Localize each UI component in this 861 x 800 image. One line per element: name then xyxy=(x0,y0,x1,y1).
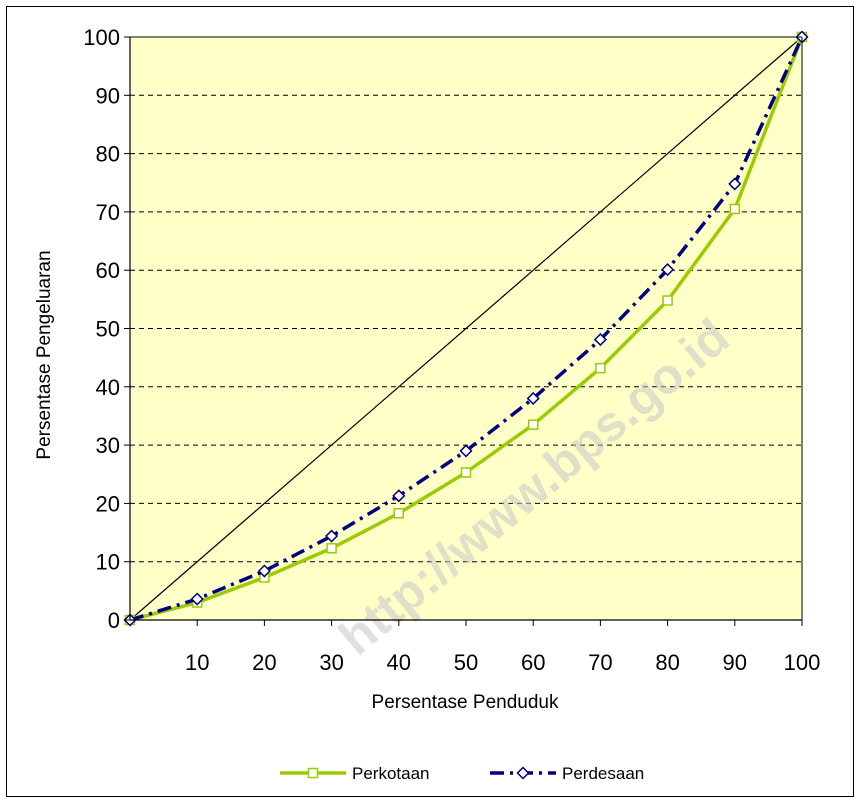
data-point-square xyxy=(729,203,741,215)
x-tick-label: 50 xyxy=(454,650,478,675)
data-point-diamond xyxy=(593,333,607,347)
data-point-square xyxy=(662,295,673,306)
data-point-square xyxy=(393,508,405,519)
x-tick-label: 90 xyxy=(723,650,747,675)
axes xyxy=(124,36,803,626)
x-tick-label: 100 xyxy=(784,650,821,675)
data-point-diamond xyxy=(459,444,473,458)
y-tick-label: 0 xyxy=(108,608,120,633)
x-tick-label: 40 xyxy=(387,650,411,675)
x-tick-label: 30 xyxy=(319,650,343,675)
x-tick-label: 80 xyxy=(655,650,679,675)
data-point-diamond xyxy=(257,564,271,578)
data-point-diamond xyxy=(190,592,204,606)
legend-marker-square xyxy=(307,767,319,779)
data-point-square xyxy=(326,543,337,554)
equality-line xyxy=(129,36,803,621)
x-tick-label: 60 xyxy=(521,650,545,675)
data-point-diamond xyxy=(526,391,540,406)
data-point-square xyxy=(595,362,606,374)
legend-label-perkotaan: Perkotaan xyxy=(352,764,430,783)
y-tick-label: 100 xyxy=(83,25,120,50)
x-tick-label: 20 xyxy=(252,650,276,675)
x-tick-label: 10 xyxy=(185,650,209,675)
y-axis-title: Persentase Pengeluaran xyxy=(34,250,55,459)
data-point-square xyxy=(460,467,472,478)
data-point-diamond xyxy=(325,529,339,543)
y-tick-label: 40 xyxy=(96,375,120,400)
data-point-diamond xyxy=(728,177,742,191)
data-point-diamond xyxy=(661,263,675,277)
y-tick-label: 10 xyxy=(96,550,120,575)
y-tick-label: 90 xyxy=(96,83,120,108)
series-layer xyxy=(123,30,809,627)
y-tick-label: 50 xyxy=(96,317,120,342)
data-point-diamond xyxy=(392,489,406,503)
y-tick-label: 80 xyxy=(96,142,120,167)
y-tick-label: 20 xyxy=(96,491,120,516)
x-axis-title: Persentase Penduduk xyxy=(372,692,559,713)
legend: Perkotaan Perdesaan xyxy=(280,764,644,783)
y-tick-label: 70 xyxy=(96,200,120,225)
legend-label-perdesaan: Perdesaan xyxy=(562,764,644,783)
data-point-square xyxy=(527,419,539,430)
x-tick-label: 70 xyxy=(588,650,612,675)
y-tick-label: 30 xyxy=(96,433,120,458)
tick-labels: 0 10 20 30 40 50 60 70 80 90 100 10 20 30 40 50 60 70 80 90… xyxy=(83,25,820,675)
legend-marker-diamond xyxy=(516,766,530,780)
y-tick-label: 60 xyxy=(96,258,120,283)
